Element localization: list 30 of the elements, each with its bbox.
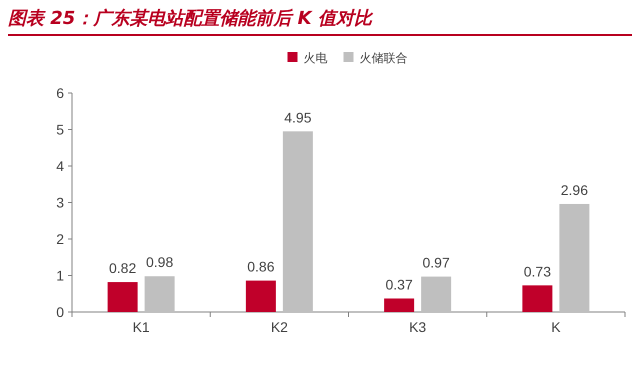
legend-label: 火电 — [304, 51, 328, 65]
x-tick-label: K — [551, 319, 562, 335]
bar — [282, 131, 313, 312]
y-tick-label: 1 — [56, 268, 64, 284]
data-label: 0.73 — [524, 263, 552, 280]
bar — [246, 280, 276, 312]
x-tick-label: K1 — [132, 319, 150, 335]
y-tick-label: 0 — [56, 304, 64, 320]
x-tick-label: K3 — [409, 319, 426, 335]
y-tick-label: 6 — [56, 85, 64, 101]
data-label: 0.37 — [386, 276, 413, 292]
bar — [384, 298, 414, 312]
bar — [144, 276, 175, 312]
chart-title: 图表 25：广东某电站配置储能前后 K 值对比 — [8, 4, 632, 36]
bar — [559, 204, 590, 312]
legend-label: 火储联合 — [360, 51, 408, 65]
y-tick-label: 3 — [56, 194, 64, 210]
bar — [522, 285, 552, 312]
y-tick-label: 4 — [56, 158, 64, 174]
bar — [108, 282, 138, 312]
data-label: 0.97 — [422, 254, 450, 271]
data-label: 0.82 — [109, 260, 136, 276]
data-label: 4.95 — [284, 109, 312, 126]
y-tick-label: 5 — [56, 122, 64, 138]
y-tick-label: 2 — [56, 231, 64, 247]
data-label: 0.98 — [146, 254, 174, 270]
data-label: 2.96 — [560, 182, 588, 198]
bar — [421, 276, 452, 312]
x-tick-label: K2 — [270, 319, 288, 335]
data-label: 0.86 — [247, 258, 275, 275]
